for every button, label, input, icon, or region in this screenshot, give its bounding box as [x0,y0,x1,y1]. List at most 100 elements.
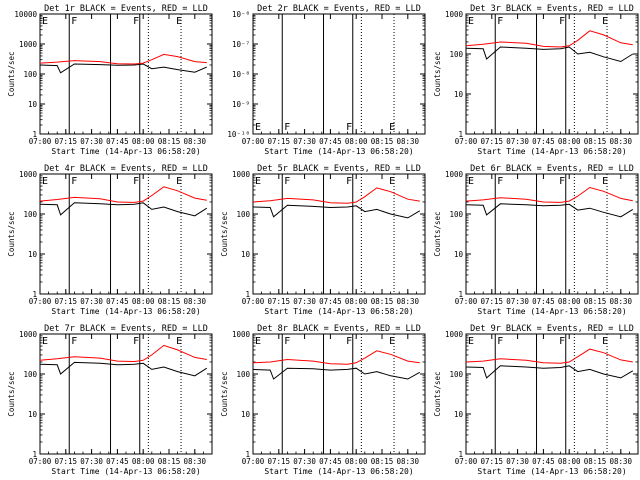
x-tick-label: 07:45 [532,297,555,306]
y-tick-label: 1000 [232,170,251,179]
y-tick-label: 1 [458,130,463,139]
y-tick-label: 1000 [19,40,38,49]
event-marker: F [346,176,352,187]
event-marker: F [284,176,290,187]
event-marker: F [497,336,503,347]
x-tick-label: 07:45 [319,457,342,466]
y-tick-label: 1 [32,450,37,459]
x-tick-label: 08:00 [558,137,581,146]
y-tick-label: 1000 [19,330,38,339]
y-tick-label: 10 [454,90,464,99]
x-tick-label: 07:30 [80,457,103,466]
x-tick-label: 07:30 [506,137,529,146]
y-tick-label: 10 [454,410,464,419]
y-tick-label: 100 [23,70,37,79]
x-tick-label: 07:00 [242,137,265,146]
y-tick-label: 10000 [14,10,37,19]
x-tick-label: 07:00 [242,457,265,466]
x-tick-label: 07:45 [106,137,129,146]
event-marker: F [133,16,139,27]
y-tick-label: 10 [28,250,38,259]
y-tick-label: 1000 [445,330,464,339]
x-tick-label: 07:30 [506,297,529,306]
x-tick-label: 07:15 [268,297,291,306]
x-tick-label: 08:00 [345,137,368,146]
x-tick-label: 08:15 [584,457,607,466]
panel-title: Det 7r BLACK = Events, RED = LLD [44,324,208,334]
event-marker: F [346,336,352,347]
event-marker: E [42,176,48,187]
x-tick-label: 07:45 [319,137,342,146]
x-tick-label: 07:45 [532,137,555,146]
x-axis-label: Start Time (14-Apr-13 06:58:20) [264,147,413,156]
x-tick-label: 08:30 [397,457,420,466]
x-axis-label: Start Time (14-Apr-13 06:58:20) [51,147,200,156]
y-tick-label: 1 [458,450,463,459]
y-tick-label: 1000 [445,10,464,19]
x-tick-label: 08:00 [558,297,581,306]
y-tick-label: 10 [28,100,38,109]
series-line-lld [465,30,633,48]
event-marker: F [497,176,503,187]
detector-panel-6: Det 6r BLACK = Events, RED = LLD 1 10 100 10… [433,164,639,316]
y-tick-label: 1000 [232,330,251,339]
x-tick-label: 07:30 [506,457,529,466]
x-axis-label: Start Time (14-Apr-13 06:58:20) [264,467,413,476]
plot-frame [39,173,213,295]
plot-frame [252,13,426,135]
event-marker: F [71,336,77,347]
y-tick-label: 100 [449,50,463,59]
panel-title: Det 4r BLACK = Events, RED = LLD [44,164,208,174]
event-marker: E [602,16,608,27]
plot-frame [252,173,426,295]
y-tick-label: 100 [236,370,250,379]
x-tick-label: 08:15 [158,457,181,466]
x-tick-label: 07:00 [29,137,52,146]
detector-panel-3: Det 3r BLACK = Events, RED = LLD 1 10 100 10… [433,4,639,156]
series-line-events [465,203,634,218]
event-marker: E [42,16,48,27]
x-tick-label: 08:30 [184,297,207,306]
plot-frame [465,13,639,135]
x-tick-label: 08:30 [610,457,633,466]
x-tick-label: 08:15 [158,297,181,306]
x-tick-label: 07:15 [481,297,504,306]
y-tick-label: 10⁻⁷ [232,40,250,49]
x-tick-label: 07:00 [455,137,478,146]
event-marker: E [42,336,48,347]
y-tick-label: 10⁻⁹ [232,100,250,109]
x-tick-label: 08:30 [397,137,420,146]
series-line-lld [465,348,633,364]
x-tick-label: 08:00 [132,297,155,306]
x-tick-label: 07:30 [293,457,316,466]
event-marker: E [468,176,474,187]
event-marker: F [559,16,565,27]
panel-title: Det 6r BLACK = Events, RED = LLD [470,164,634,174]
panel-title: Det 2r BLACK = Events, RED = LLD [257,4,421,14]
panel-title: Det 5r BLACK = Events, RED = LLD [257,164,421,174]
detector-panel-1: Det 1r BLACK = Events, RED = LLD 1 10 100 10… [7,4,213,156]
x-tick-label: 07:15 [481,137,504,146]
event-marker: E [176,16,182,27]
event-marker: F [559,176,565,187]
y-axis-label: Counts/sec [7,371,16,416]
x-tick-label: 07:00 [29,457,52,466]
event-marker: E [389,122,395,133]
x-axis-label: Start Time (14-Apr-13 06:58:20) [477,467,626,476]
y-tick-label: 100 [23,370,37,379]
panel-title: Det 9r BLACK = Events, RED = LLD [470,324,634,334]
panel-title: Det 1r BLACK = Events, RED = LLD [44,4,208,14]
y-tick-label: 10 [241,410,251,419]
y-tick-label: 10 [28,410,38,419]
y-tick-label: 1 [32,130,37,139]
series-line-events [252,204,421,219]
x-tick-label: 07:00 [455,457,478,466]
x-tick-label: 08:15 [584,297,607,306]
detector-panel-5: Det 5r BLACK = Events, RED = LLD 1 10 100 10… [220,164,426,316]
series-line-lld [252,187,420,204]
x-tick-label: 07:15 [268,137,291,146]
y-axis-label: Counts/sec [7,51,16,96]
y-tick-label: 1 [245,450,250,459]
series-line-lld [39,344,207,363]
